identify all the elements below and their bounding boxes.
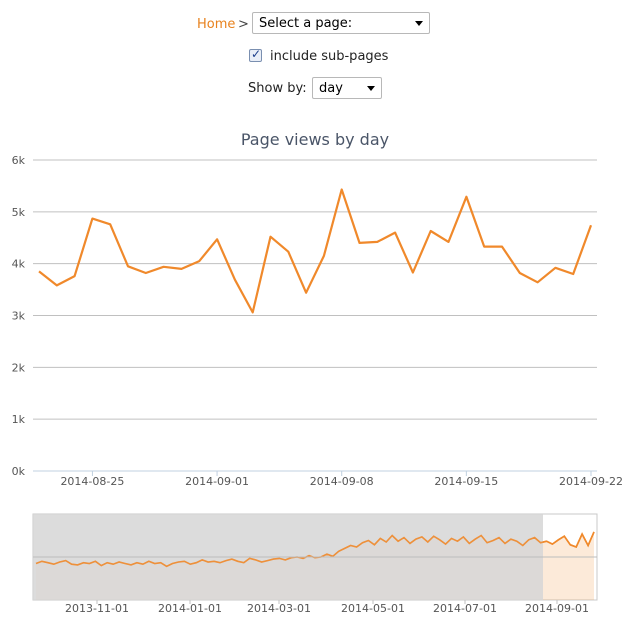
x-tick-label: 2014-09-08 xyxy=(310,475,374,488)
y-tick-label: 4k xyxy=(12,258,26,271)
x-tick-label: 2014-09-22 xyxy=(559,475,623,488)
navigation-bar: Home > Select a page: xyxy=(0,12,637,38)
navigator-tick-label: 2014-07-01 xyxy=(433,602,497,615)
breadcrumb-separator: > xyxy=(238,17,249,32)
include-subpages-checkbox[interactable]: ✓ xyxy=(249,47,262,62)
checkmark-icon: ✓ xyxy=(251,47,262,61)
y-tick-label: 6k xyxy=(12,154,26,167)
navigator-tick-label: 2014-03-01 xyxy=(247,602,311,615)
page-select-value: Select a page: xyxy=(259,16,353,31)
page-select[interactable]: Select a page: xyxy=(252,12,430,34)
x-tick-label: 2014-09-15 xyxy=(434,475,498,488)
show-by-value: day xyxy=(319,81,343,96)
chevron-down-icon xyxy=(415,21,423,26)
y-tick-label: 5k xyxy=(12,206,26,219)
y-tick-label: 0k xyxy=(12,465,26,478)
show-by-select[interactable]: day xyxy=(312,77,382,99)
x-tick-label: 2014-08-25 xyxy=(60,475,124,488)
y-tick-label: 2k xyxy=(12,361,26,374)
home-link[interactable]: Home xyxy=(197,17,236,32)
navigator-line-overlay xyxy=(35,531,595,568)
y-tick-label: 1k xyxy=(12,413,26,426)
page-views-line xyxy=(38,188,593,314)
chart-title: Page views by day xyxy=(241,130,389,149)
navigator-tick-label: 2013-11-01 xyxy=(65,602,129,615)
show-by-label: Show by: xyxy=(248,81,307,96)
navigator-tick-label: 2014-09-01 xyxy=(525,602,589,615)
navigator-tick-label: 2014-05-01 xyxy=(341,602,405,615)
navigator-tick-label: 2014-01-01 xyxy=(158,602,222,615)
x-tick-label: 2014-09-01 xyxy=(185,475,249,488)
include-subpages-label[interactable]: include sub-pages xyxy=(270,49,389,64)
chevron-down-icon xyxy=(367,86,375,91)
show-by-row: Show by: day xyxy=(248,77,388,99)
y-tick-label: 3k xyxy=(12,310,26,323)
